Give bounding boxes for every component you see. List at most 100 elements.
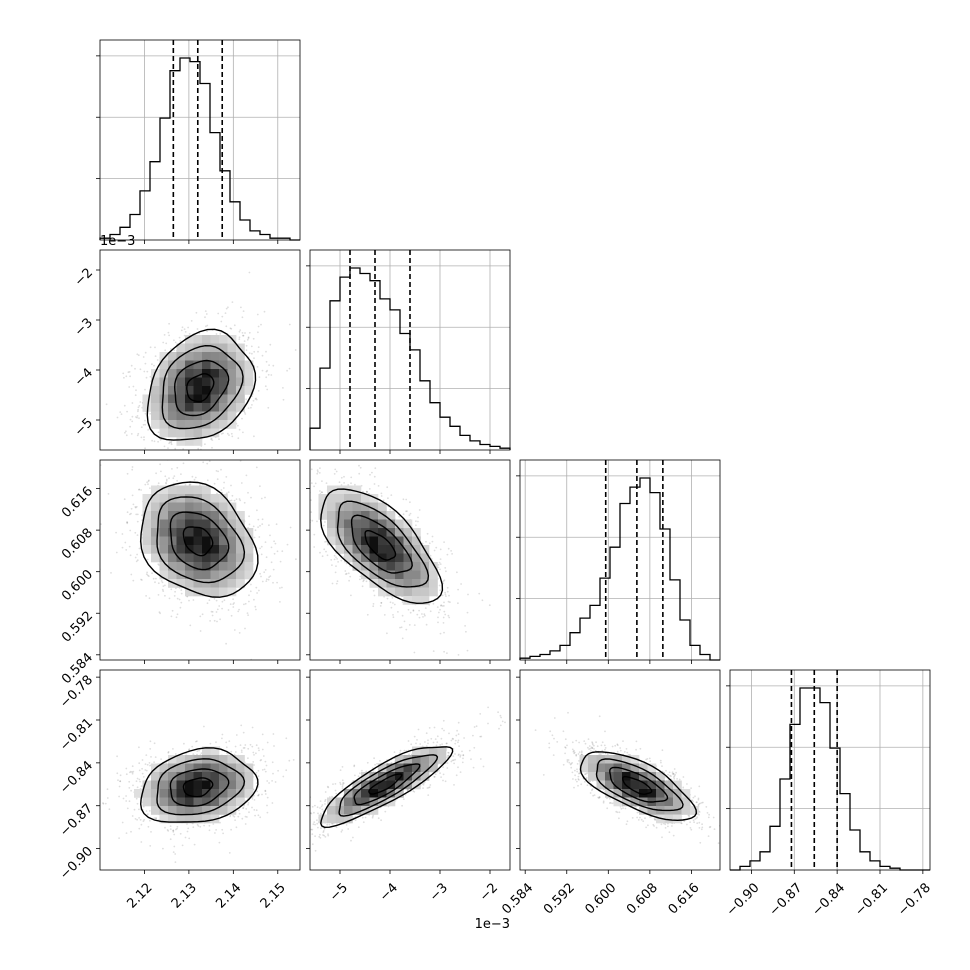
density-bin <box>159 519 169 529</box>
density-bin <box>176 437 186 446</box>
density-bin <box>395 536 404 546</box>
sample-point <box>147 825 150 828</box>
sample-point <box>218 605 221 607</box>
density-bin <box>176 502 186 512</box>
sample-point <box>333 554 336 557</box>
sample-point <box>456 571 458 574</box>
sample-point <box>157 482 160 485</box>
sample-point <box>257 390 260 392</box>
sample-point <box>178 336 181 339</box>
sample-point <box>257 814 260 817</box>
sample-point <box>164 594 166 597</box>
sample-point <box>446 586 449 589</box>
sample-point <box>446 590 449 593</box>
sample-point <box>142 776 145 778</box>
sample-point <box>423 613 426 616</box>
density-bin <box>159 403 169 412</box>
sample-point <box>246 612 249 614</box>
sample-point <box>439 632 442 635</box>
sample-point <box>145 595 148 597</box>
sample-point <box>188 599 190 602</box>
sample-point <box>444 613 447 616</box>
sample-point <box>132 503 135 506</box>
density-bin <box>403 587 413 597</box>
density-bin <box>151 545 160 554</box>
sample-point <box>264 496 266 499</box>
density-bin <box>151 386 160 395</box>
sample-point <box>336 558 338 560</box>
sample-point <box>358 464 360 467</box>
sample-point <box>138 488 141 491</box>
sample-point <box>350 482 352 485</box>
density-bin <box>420 587 430 597</box>
sample-point <box>267 498 269 500</box>
sample-point <box>444 591 446 594</box>
density-bin <box>244 369 254 378</box>
sample-point <box>173 833 176 836</box>
sample-point <box>147 575 150 578</box>
sample-point <box>418 609 420 612</box>
sample-point <box>359 575 362 578</box>
sample-point <box>134 394 137 397</box>
sample-point <box>227 491 230 494</box>
density-bin <box>227 394 237 404</box>
density-bin <box>378 502 387 512</box>
sample-point <box>144 423 147 426</box>
density-bin <box>403 562 413 571</box>
sample-point <box>128 386 131 388</box>
sample-point <box>183 742 185 745</box>
sample-point <box>273 552 276 555</box>
sample-point <box>292 507 294 509</box>
sample-point <box>261 354 264 357</box>
sample-point <box>334 571 337 574</box>
sample-point <box>204 310 207 312</box>
density-bin <box>159 494 169 503</box>
sample-point <box>129 770 132 773</box>
sample-point <box>302 506 304 508</box>
density-bin <box>344 519 353 529</box>
sample-point <box>307 522 309 524</box>
density-bin <box>210 511 220 520</box>
sample-point <box>307 476 309 478</box>
sample-point <box>273 540 275 543</box>
density-bin <box>159 428 169 438</box>
sample-point <box>294 349 297 351</box>
sample-point <box>282 398 285 401</box>
sample-point <box>255 586 258 589</box>
density-bin <box>159 369 169 378</box>
density-bin <box>159 536 169 546</box>
sample-point <box>265 764 268 767</box>
sample-point <box>261 369 264 372</box>
sample-point <box>149 748 152 750</box>
sample-point <box>399 626 401 629</box>
sample-point <box>255 466 258 469</box>
sample-point <box>139 368 142 371</box>
density-bin <box>210 352 220 361</box>
sample-point <box>260 545 263 548</box>
sample-point <box>160 446 162 448</box>
sample-point <box>144 769 147 771</box>
sample-point <box>152 468 154 470</box>
sample-point <box>248 515 251 518</box>
density-bin <box>227 545 237 554</box>
sample-point <box>227 458 229 460</box>
density-bin <box>327 536 336 546</box>
sample-point <box>242 334 244 337</box>
sample-point <box>412 609 415 612</box>
density-bin <box>378 570 387 580</box>
sample-point <box>169 838 172 841</box>
sample-point <box>425 623 428 626</box>
sample-point <box>170 348 172 350</box>
sample-point <box>460 583 462 585</box>
density-bin <box>193 352 203 361</box>
sample-point <box>335 582 338 585</box>
sample-point <box>430 557 433 560</box>
sample-point <box>253 794 255 797</box>
sample-point <box>465 630 467 633</box>
sample-point <box>261 733 264 736</box>
sample-point <box>333 558 336 561</box>
sample-point <box>176 479 179 482</box>
sample-point <box>173 339 175 342</box>
sample-point <box>199 469 201 471</box>
density-bin <box>142 528 152 537</box>
